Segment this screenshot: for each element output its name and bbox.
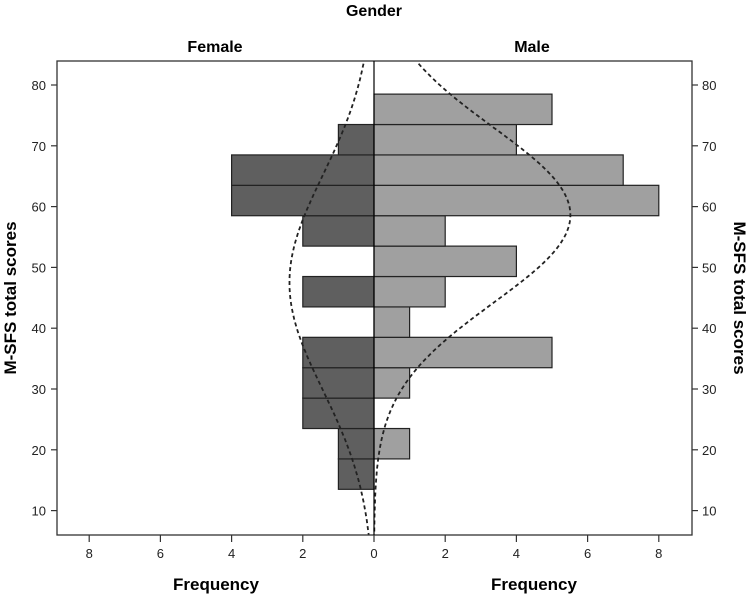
bar-male-56 [373,215,446,247]
bar-male-46 [373,275,446,308]
bar-female-46 [302,275,375,308]
y-tick-right-10: 10 [702,504,716,519]
bar-male-36 [373,336,553,369]
bar-male-41 [373,306,411,338]
panel-label-female: Female [187,39,242,56]
x-axis: 8 6 4 2 0 2 4 6 8 [86,535,662,561]
y-tick-right-20: 20 [702,443,716,458]
y-tick-left-10: 10 [32,504,46,519]
y-tick-right-70: 70 [702,139,716,154]
bar-female-21 [337,427,375,460]
x-tick-left-4: 4 [228,546,235,561]
bar-male-61 [373,184,660,217]
chart-title: Gender [346,3,402,20]
y-tick-right-80: 80 [702,78,716,93]
y-axis-right: 10 20 30 40 50 60 70 80 [692,78,716,519]
bar-female-61 [231,184,375,217]
y-axis-title-right: M-SFS total scores [730,221,749,374]
bar-female-66 [231,154,375,186]
bar-female-71 [337,123,375,156]
x-axis-title-left: Frequency [173,575,260,594]
y-tick-right-40: 40 [702,321,716,336]
bar-male-51 [373,245,517,278]
bar-female-36 [302,336,375,369]
x-tick-right-4: 4 [513,546,520,561]
x-tick-right-2: 2 [442,546,449,561]
y-tick-left-20: 20 [32,443,46,458]
x-tick-left-2: 2 [299,546,306,561]
bars-layer [231,93,660,490]
y-tick-left-30: 30 [32,382,46,397]
y-axis-title-left: M-SFS total scores [1,221,20,374]
y-tick-right-50: 50 [702,260,716,275]
bar-male-21 [373,427,411,460]
panel-label-male: Male [514,39,550,56]
bar-female-31 [302,367,375,399]
y-tick-left-50: 50 [32,260,46,275]
x-tick-right-6: 6 [584,546,591,561]
y-tick-left-70: 70 [32,139,46,154]
y-tick-right-30: 30 [702,382,716,397]
y-tick-left-80: 80 [32,78,46,93]
x-tick-left-8: 8 [86,546,93,561]
x-tick-right-8: 8 [655,546,662,561]
y-tick-left-60: 60 [32,200,46,215]
x-tick-left-0: 0 [370,546,377,561]
bar-female-56 [302,215,375,247]
bar-male-76 [373,93,553,126]
bar-male-31 [373,367,411,399]
y-tick-right-60: 60 [702,200,716,215]
x-tick-left-6: 6 [157,546,164,561]
x-axis-title-right: Frequency [491,575,578,594]
y-tick-left-40: 40 [32,321,46,336]
bar-female-26 [302,397,375,430]
bar-male-66 [373,154,624,186]
y-axis-left: 10 20 30 40 50 60 70 80 [32,78,57,519]
